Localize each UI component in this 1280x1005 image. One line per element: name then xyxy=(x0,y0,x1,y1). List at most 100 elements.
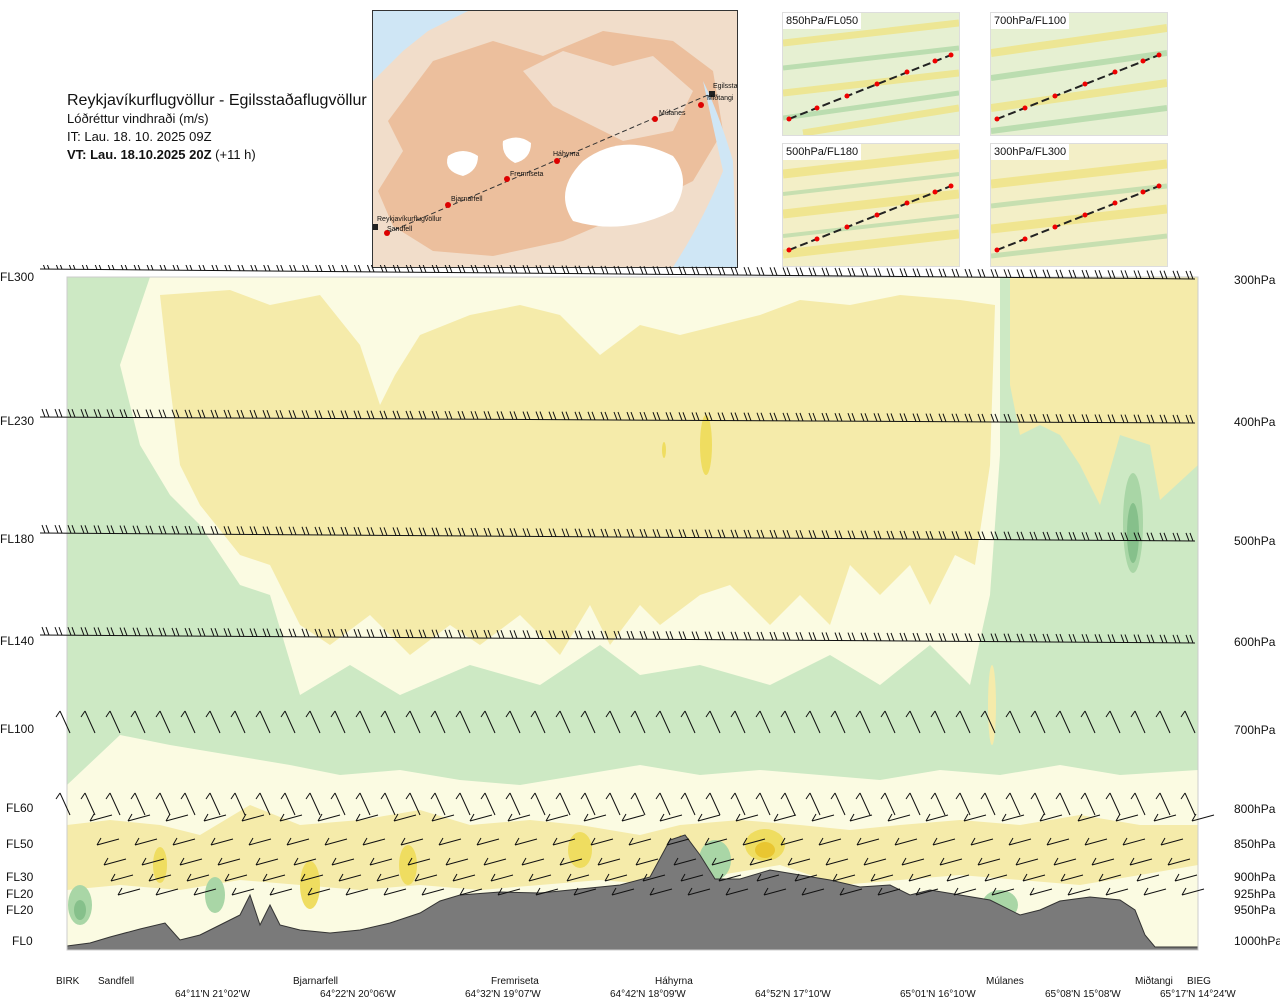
level-300-barb-39 xyxy=(548,265,557,274)
level-500-barb-43 xyxy=(600,528,609,538)
low-barb-row2-8 xyxy=(407,857,431,866)
level-700-barb-28 xyxy=(755,710,771,734)
level-500-barb-57 xyxy=(782,529,791,539)
level-400-barb-69 xyxy=(938,413,947,422)
vertical-wind-field xyxy=(67,277,1198,950)
low-barb-row3-15 xyxy=(680,873,704,882)
level-400-barb-9 xyxy=(158,409,167,418)
level-700-barb-36 xyxy=(955,710,971,734)
level-600-barb-11 xyxy=(184,627,193,637)
route-title: Reykjavíkurflugvöllur - Egilsstaðaflugvö… xyxy=(67,92,367,109)
level-500-barb-55 xyxy=(756,529,765,539)
level-600-barb-62 xyxy=(847,632,856,641)
level-800-barb-22 xyxy=(605,792,621,816)
level-600-barb-56 xyxy=(769,631,778,641)
low-barb-row1-25 xyxy=(1046,837,1070,846)
level-600-barb-37 xyxy=(522,630,531,639)
level-500-barb-42 xyxy=(587,528,596,537)
station-label-hahyrna: Háhyrna xyxy=(655,976,693,987)
level-700-barb-23 xyxy=(630,710,646,734)
low-barb-row2-0 xyxy=(103,857,127,866)
level-500-barb-33 xyxy=(470,527,479,537)
level-400-barb-52 xyxy=(717,412,726,421)
level-300-barb-81 xyxy=(1094,269,1103,279)
level-600-barb-72 xyxy=(977,633,986,642)
level-800-barb-15 xyxy=(430,792,446,816)
level-300-barb-16 xyxy=(250,265,258,272)
level-500-barb-38 xyxy=(535,528,544,537)
low-barb-row0-11 xyxy=(507,813,531,822)
low-barb-row2-1 xyxy=(141,857,165,866)
level-600-barb-5 xyxy=(106,627,115,636)
level-600-barb-27 xyxy=(392,629,401,638)
map-station-fremriseta xyxy=(504,176,510,182)
level-300-barb-26 xyxy=(379,265,388,273)
level-500-barb-61 xyxy=(834,530,843,539)
level-400-barb-83 xyxy=(1120,414,1129,423)
minimap-850hpa: 850hPa/FL050 xyxy=(782,12,960,136)
low-barb-row4-27 xyxy=(1143,887,1167,896)
level-300-barb-50 xyxy=(691,266,700,275)
level-300-barb-84 xyxy=(1133,270,1142,279)
level-800-barb-36 xyxy=(955,792,971,816)
map-label-mulanes: Múlanes xyxy=(659,110,686,117)
low-barb-row3-0 xyxy=(110,873,134,882)
level-500-barb-58 xyxy=(795,530,804,539)
low-barb-row0-4 xyxy=(241,813,265,822)
level-500-barb-22 xyxy=(327,526,336,536)
minimap-850hpa-label: 850hPa/FL050 xyxy=(783,13,862,29)
level-300-barb-2 xyxy=(68,265,76,270)
station-label-birk: BIRK xyxy=(56,976,80,987)
low-barb-row3-4 xyxy=(262,873,286,882)
level-600-barb-36 xyxy=(509,630,518,639)
map-label-egilsstadir: Egilsstaðir xyxy=(713,82,737,90)
fl-label-7: FL30 xyxy=(6,870,34,884)
level-500-barb-52 xyxy=(717,529,726,538)
level-400-barb-6 xyxy=(119,409,128,418)
level-300-barb-22 xyxy=(328,265,336,272)
level-400-barb-87 xyxy=(1172,414,1181,424)
level-600-barb-83 xyxy=(1120,634,1129,643)
low-barb-row3-24 xyxy=(1022,873,1046,882)
level-500-barb-23 xyxy=(340,526,349,536)
level-400-barb-77 xyxy=(1042,414,1051,423)
level-700-barb-39 xyxy=(1030,710,1046,734)
level-400-barb-10 xyxy=(171,409,180,418)
route-map-svg: Reykjavíkurflugvöllur Sandfell Bjarnarfe… xyxy=(373,11,737,267)
level-600-barb-43 xyxy=(600,630,609,640)
level-500-barb-21 xyxy=(314,526,323,536)
level-600-barb-28 xyxy=(405,629,414,638)
level-500-line xyxy=(39,532,1196,542)
level-500-barb-76 xyxy=(1029,531,1038,541)
low-barb-row0-21 xyxy=(887,813,911,822)
level-300-barb-57 xyxy=(782,267,791,276)
level-500-barb-19 xyxy=(288,526,297,535)
title-block: Reykjavíkurflugvöllur - Egilsstaðaflugvö… xyxy=(67,92,367,164)
level-400-barb-11 xyxy=(184,409,193,418)
level-500-barb-66 xyxy=(899,530,908,540)
level-800-barb-34 xyxy=(905,792,921,816)
level-400-barb-26 xyxy=(379,410,388,419)
low-barb-row0-0 xyxy=(89,813,113,822)
field-rising-upper-right xyxy=(1010,277,1198,505)
low-barb-row0-1 xyxy=(127,813,151,822)
level-600-barb-55 xyxy=(756,631,765,641)
low-barb-row2-18 xyxy=(787,857,811,866)
map-station-bjarnarfell xyxy=(445,202,451,208)
low-barb-row2-24 xyxy=(1015,857,1039,866)
level-400-barb-71 xyxy=(964,413,973,422)
level-500-barb-41 xyxy=(574,528,583,537)
level-400-barb-59 xyxy=(808,412,817,422)
low-barb-row0-19 xyxy=(811,813,835,822)
level-700-barb-17 xyxy=(480,710,496,734)
level-800-barb-21 xyxy=(580,792,596,816)
level-300-barb-69 xyxy=(938,268,947,277)
level-500-barb-64 xyxy=(873,530,882,539)
level-600-barb-80 xyxy=(1081,634,1090,643)
level-600-barb-60 xyxy=(821,632,830,641)
level-300-barb-86 xyxy=(1159,270,1168,279)
level-800-barb-20 xyxy=(555,792,571,816)
low-barb-row3-2 xyxy=(186,873,210,882)
level-500-barb-44 xyxy=(613,528,622,538)
low-barb-row4-9 xyxy=(459,887,483,896)
